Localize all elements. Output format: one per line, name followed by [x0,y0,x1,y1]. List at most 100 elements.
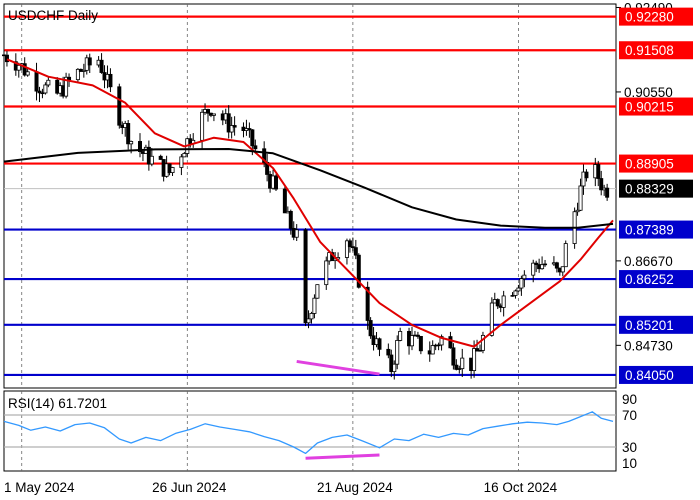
moving-average-fast [6,58,614,348]
price-levels [4,15,616,377]
support-level-label: 0.87389 [625,223,674,238]
candle-body [64,76,69,97]
y-tick-label: 0.90550 [624,85,673,100]
candle-body [581,171,586,187]
support-level-label: 0.84050 [625,368,674,383]
rsi-tick-label: 10 [622,456,637,471]
candle-body [540,264,545,270]
rsi-vgrid [21,391,519,471]
divergence-line [296,359,380,376]
candle-body [247,128,252,131]
x-axis: 1 May 2024 26 Jun 2024 21 Aug 2024 16 Oct 2… [4,480,558,495]
x-tick-label: 26 Jun 2024 [152,480,227,495]
candle-body [117,86,122,126]
candle-body [205,109,210,114]
rsi-panel-title: RSI(14) 61.7201 [8,396,107,411]
rsi-tick-label: 30 [622,440,637,455]
candle-body [211,113,216,116]
candle-body [137,141,142,152]
y-tick-label: 0.86670 [624,254,673,269]
candle-body [182,153,187,158]
rsi-line [3,411,614,455]
candle-body [158,155,163,160]
candle-body [356,254,361,288]
candle-body [25,71,30,76]
candle-body [253,145,258,150]
candle-body [578,185,583,211]
candle-body [262,148,267,163]
candle-body [439,336,444,346]
candle-body [108,73,113,88]
candle-body [501,295,506,308]
rsi-tick-label: 90 [622,392,637,407]
resistance-level-label: 0.92280 [625,10,674,25]
price-panel: 0.924900.905500.866700.847300.922800.915… [2,0,693,389]
candle-body [480,334,485,351]
candle-body [599,178,604,191]
candle-body [282,188,287,214]
candle-body [377,338,382,350]
candle-body [350,246,355,249]
candle-body [4,54,9,63]
price-annotations [296,359,380,376]
rsi-panel-frame [3,390,617,472]
price-panel-title: USDCHF Daily [8,8,98,23]
candle-body [126,123,131,145]
support-level-tag [619,315,693,334]
candle-body [303,229,308,324]
candle-body [149,155,154,165]
candle-body [250,129,255,147]
candle-body [229,125,234,133]
candle-body [294,229,299,238]
candle-body [344,240,349,258]
candle-body [418,336,423,352]
candle-body [584,171,589,179]
candle-body [475,348,480,352]
candle-body [226,113,231,133]
candle-body [99,59,104,73]
candle-body [306,318,311,324]
support-level-label: 0.86252 [625,272,674,287]
price-axis: 0.924900.905500.866700.847300.922800.915… [616,0,693,384]
candle-body [368,320,373,337]
candle-body [87,57,92,66]
candle-body [560,266,565,273]
candle-body [170,167,175,174]
candle-body [347,240,352,248]
candle-body [554,262,559,269]
candle-body [392,363,397,373]
price-panel-frame [3,3,617,389]
candle-body [454,364,459,370]
resistance-level-label: 0.91508 [625,43,674,58]
candle-body [596,164,601,179]
candle-body [451,347,456,366]
candle-body [534,262,539,266]
candle-body [409,335,414,347]
candle-body [575,209,580,213]
resistance-level-label: 0.88905 [625,157,674,172]
candle-body [522,274,527,280]
candle-body [34,71,39,92]
candle-body [415,334,420,337]
candle-body [495,299,500,307]
support-level-label: 0.85201 [625,318,674,333]
candle-body [365,286,370,321]
support-level-tag [619,270,693,289]
current-price-label: 0.88329 [625,182,674,197]
support-level-tag [619,220,693,239]
rsi-annotations [305,453,380,460]
candle-body [75,68,80,81]
candle-body [389,354,394,373]
resistance-level-tag [619,97,693,116]
resistance-level-tag [619,154,693,173]
candle-body [430,345,435,355]
candle-body [395,340,400,365]
moving-average-slow [3,148,614,229]
candle-body [489,302,494,336]
candle-body [315,284,320,299]
candle-body [288,210,293,229]
resistance-level-label: 0.90215 [625,100,674,115]
rsi-divergence-line [305,453,380,460]
